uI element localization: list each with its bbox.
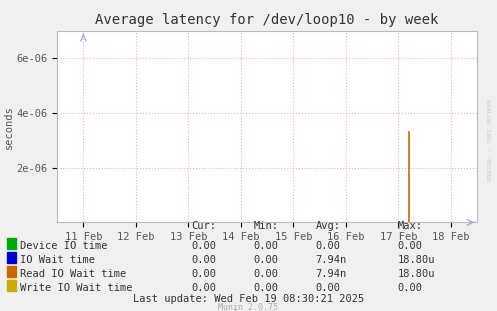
- Text: Max:: Max:: [398, 221, 422, 231]
- Text: 0.00: 0.00: [253, 269, 278, 279]
- Text: 18.80u: 18.80u: [398, 269, 435, 279]
- Text: Last update: Wed Feb 19 08:30:21 2025: Last update: Wed Feb 19 08:30:21 2025: [133, 294, 364, 304]
- Text: Write IO Wait time: Write IO Wait time: [20, 283, 132, 293]
- Text: IO Wait time: IO Wait time: [20, 255, 95, 265]
- Text: 0.00: 0.00: [191, 269, 216, 279]
- Text: Avg:: Avg:: [316, 221, 340, 231]
- Title: Average latency for /dev/loop10 - by week: Average latency for /dev/loop10 - by wee…: [95, 13, 439, 27]
- Text: Read IO Wait time: Read IO Wait time: [20, 269, 126, 279]
- Text: 0.00: 0.00: [398, 283, 422, 293]
- Text: 7.94n: 7.94n: [316, 255, 347, 265]
- Y-axis label: seconds: seconds: [3, 105, 13, 149]
- Text: Munin 2.0.75: Munin 2.0.75: [219, 303, 278, 311]
- Text: Min:: Min:: [253, 221, 278, 231]
- Text: 0.00: 0.00: [316, 241, 340, 251]
- Text: 0.00: 0.00: [253, 283, 278, 293]
- Text: 0.00: 0.00: [253, 255, 278, 265]
- Text: Device IO time: Device IO time: [20, 241, 107, 251]
- Text: 0.00: 0.00: [316, 283, 340, 293]
- Text: 0.00: 0.00: [253, 241, 278, 251]
- Text: Cur:: Cur:: [191, 221, 216, 231]
- Text: 0.00: 0.00: [191, 241, 216, 251]
- Text: 0.00: 0.00: [191, 283, 216, 293]
- Text: 18.80u: 18.80u: [398, 255, 435, 265]
- Text: 0.00: 0.00: [191, 255, 216, 265]
- Text: 7.94n: 7.94n: [316, 269, 347, 279]
- Text: RRDTOOL / TOBI OETIKER: RRDTOOL / TOBI OETIKER: [487, 99, 492, 181]
- Text: 0.00: 0.00: [398, 241, 422, 251]
